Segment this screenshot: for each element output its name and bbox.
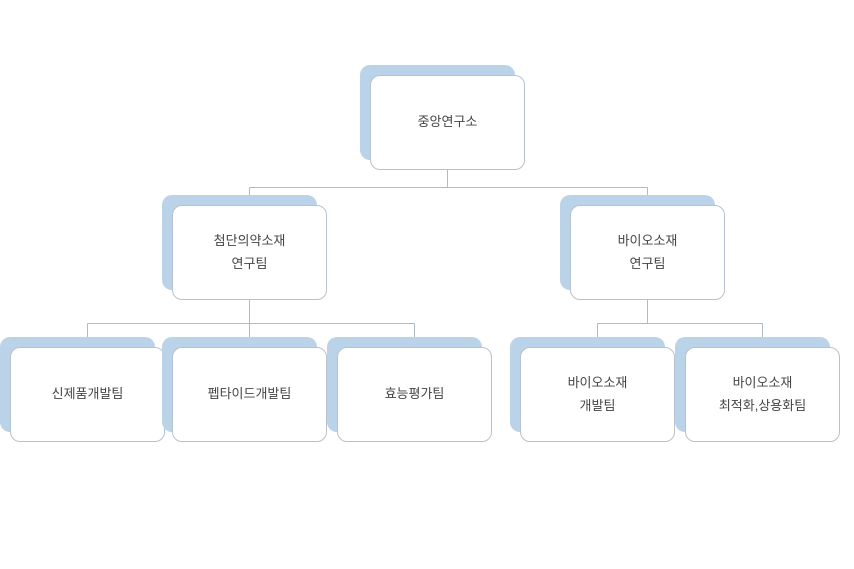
node-pep: 펩타이드개발팀 [172,347,327,442]
node-front: 첨단의약소재연구팀 [172,205,327,300]
node-label-line: 신제품개발팀 [52,383,124,405]
org-chart: 중앙연구소첨단의약소재연구팀바이오소재연구팀신제품개발팀펩타이드개발팀효능평가팀… [0,0,854,569]
node-biodev: 바이오소재개발팀 [520,347,675,442]
node-new: 신제품개발팀 [10,347,165,442]
node-front: 효능평가팀 [337,347,492,442]
node-label-line: 중앙연구소 [418,111,478,133]
node-adv: 첨단의약소재연구팀 [172,205,327,300]
node-label-line: 펩타이드개발팀 [208,383,292,405]
node-front: 바이오소재최적화,상용화팀 [685,347,840,442]
node-label-line: 바이오소재 [568,372,628,394]
node-bio: 바이오소재연구팀 [570,205,725,300]
node-eff: 효능평가팀 [337,347,492,442]
node-bioopt: 바이오소재최적화,상용화팀 [685,347,840,442]
node-root: 중앙연구소 [370,75,525,170]
node-front: 바이오소재개발팀 [520,347,675,442]
node-front: 신제품개발팀 [10,347,165,442]
node-label-line: 개발팀 [580,395,616,417]
node-label-line: 첨단의약소재 [214,230,286,252]
node-label-line: 연구팀 [232,253,268,275]
node-label-line: 효능평가팀 [385,383,445,405]
node-label-line: 최적화,상용화팀 [719,395,806,417]
node-label-line: 바이오소재 [733,372,793,394]
node-front: 바이오소재연구팀 [570,205,725,300]
node-label-line: 바이오소재 [618,230,678,252]
node-front: 중앙연구소 [370,75,525,170]
node-front: 펩타이드개발팀 [172,347,327,442]
node-label-line: 연구팀 [630,253,666,275]
